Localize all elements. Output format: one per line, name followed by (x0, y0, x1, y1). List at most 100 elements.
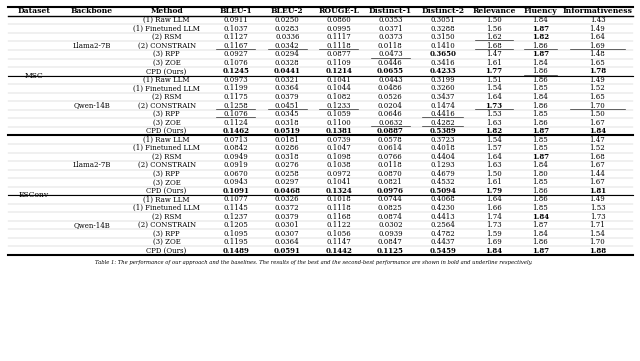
Text: (2) RSM: (2) RSM (152, 153, 181, 161)
Text: 0.0939: 0.0939 (378, 230, 403, 238)
Text: 1.86: 1.86 (532, 101, 548, 109)
Text: 0.0877: 0.0877 (326, 50, 351, 58)
Text: 0.0468: 0.0468 (274, 187, 301, 195)
Text: (3) ZOE: (3) ZOE (153, 119, 180, 127)
Text: 1.84: 1.84 (589, 127, 606, 135)
Text: 0.0364: 0.0364 (275, 238, 300, 246)
Text: 0.1047: 0.1047 (326, 144, 351, 152)
Text: 0.0446: 0.0446 (378, 59, 403, 67)
Text: 1.61: 1.61 (486, 59, 502, 67)
Text: (2) CONSTRAIN: (2) CONSTRAIN (138, 161, 196, 169)
Text: 0.0887: 0.0887 (377, 127, 404, 135)
Text: 1.54: 1.54 (486, 136, 502, 144)
Text: 0.0276: 0.0276 (275, 161, 300, 169)
Text: BLEU-2: BLEU-2 (271, 7, 303, 15)
Text: (1) Finetuned LLM: (1) Finetuned LLM (133, 144, 200, 152)
Text: 0.0578: 0.0578 (378, 136, 403, 144)
Text: 1.84: 1.84 (532, 161, 548, 169)
Text: 0.0181: 0.0181 (275, 136, 300, 144)
Text: 1.87: 1.87 (532, 25, 549, 33)
Text: 0.4413: 0.4413 (430, 213, 455, 221)
Text: 0.3288: 0.3288 (430, 25, 455, 33)
Text: 0.0943: 0.0943 (223, 178, 248, 186)
Text: 0.1245: 0.1245 (222, 68, 249, 75)
Text: (3) ZOE: (3) ZOE (153, 238, 180, 246)
Text: 0.0614: 0.0614 (378, 144, 403, 152)
Text: 0.0342: 0.0342 (275, 42, 300, 50)
Text: 1.86: 1.86 (532, 76, 548, 84)
Text: 0.1474: 0.1474 (430, 101, 455, 109)
Text: 0.0443: 0.0443 (378, 76, 403, 84)
Text: 0.0326: 0.0326 (275, 196, 300, 204)
Text: 0.0118: 0.0118 (378, 161, 403, 169)
Text: 0.0473: 0.0473 (378, 50, 403, 58)
Text: BLEU-1: BLEU-1 (220, 7, 252, 15)
Text: 1.85: 1.85 (532, 110, 548, 118)
Text: ESConv: ESConv (19, 191, 49, 199)
Text: 1.64: 1.64 (486, 153, 502, 161)
Text: (2) RSM: (2) RSM (152, 33, 181, 41)
Text: 1.63: 1.63 (486, 161, 502, 169)
Text: 0.1324: 0.1324 (326, 187, 352, 195)
Text: 0.1175: 0.1175 (223, 93, 248, 101)
Text: 0.3437: 0.3437 (430, 93, 455, 101)
Text: Dataset: Dataset (18, 7, 51, 15)
Text: 1.87: 1.87 (532, 50, 549, 58)
Text: (2) RSM: (2) RSM (152, 93, 181, 101)
Text: 0.4437: 0.4437 (430, 238, 455, 246)
Text: 1.88: 1.88 (589, 247, 606, 255)
Text: 0.1195: 0.1195 (223, 238, 248, 246)
Text: 1.56: 1.56 (486, 25, 502, 33)
Text: 0.0739: 0.0739 (326, 136, 351, 144)
Text: 0.0301: 0.0301 (275, 221, 300, 229)
Text: 0.1059: 0.1059 (326, 110, 351, 118)
Text: 0.1100: 0.1100 (326, 119, 351, 127)
Text: 0.0204: 0.0204 (378, 101, 403, 109)
Text: 0.0302: 0.0302 (378, 221, 403, 229)
Text: 1.65: 1.65 (589, 59, 605, 67)
Text: 0.0441: 0.0441 (274, 68, 301, 75)
Text: 0.0655: 0.0655 (377, 68, 404, 75)
Text: 0.0379: 0.0379 (275, 213, 300, 221)
Text: 0.1214: 0.1214 (325, 68, 352, 75)
Text: 0.1124: 0.1124 (223, 119, 248, 127)
Text: Qwen-14B: Qwen-14B (74, 101, 110, 109)
Text: 0.0842: 0.0842 (223, 144, 248, 152)
Text: 0.3199: 0.3199 (430, 76, 455, 84)
Text: 1.87: 1.87 (532, 247, 549, 255)
Text: 1.85: 1.85 (532, 136, 548, 144)
Text: 1.54: 1.54 (589, 230, 605, 238)
Text: 0.0283: 0.0283 (275, 25, 300, 33)
Text: 0.0451: 0.0451 (275, 101, 300, 109)
Text: 0.1147: 0.1147 (326, 238, 351, 246)
Text: ROUGE-L: ROUGE-L (318, 7, 359, 15)
Text: 1.69: 1.69 (486, 238, 502, 246)
Text: 1.86: 1.86 (532, 119, 548, 127)
Text: (1) Finetuned LLM: (1) Finetuned LLM (133, 25, 200, 33)
Text: 0.0286: 0.0286 (275, 144, 300, 152)
Text: 0.0995: 0.0995 (326, 25, 351, 33)
Text: 0.1098: 0.1098 (326, 153, 351, 161)
Text: MSC: MSC (25, 71, 44, 80)
Text: 1.69: 1.69 (589, 42, 605, 50)
Text: 0.4282: 0.4282 (430, 119, 455, 127)
Text: 0.1077: 0.1077 (223, 196, 248, 204)
Text: 0.0972: 0.0972 (326, 170, 351, 178)
Text: Distinct-2: Distinct-2 (421, 7, 464, 15)
Text: (2) CONSTRAIN: (2) CONSTRAIN (138, 221, 196, 229)
Text: 0.0870: 0.0870 (378, 170, 403, 178)
Text: 1.70: 1.70 (589, 238, 605, 246)
Text: 1.80: 1.80 (532, 170, 548, 178)
Text: 0.0646: 0.0646 (378, 110, 403, 118)
Text: Llama2-7B: Llama2-7B (73, 161, 111, 169)
Text: 0.0250: 0.0250 (275, 16, 300, 24)
Text: 0.1018: 0.1018 (326, 196, 351, 204)
Text: 1.64: 1.64 (589, 33, 605, 41)
Text: 0.0713: 0.0713 (223, 136, 248, 144)
Text: Method: Method (150, 7, 183, 15)
Text: 1.64: 1.64 (486, 93, 502, 101)
Text: 1.64: 1.64 (486, 196, 502, 204)
Text: CPD (Ours): CPD (Ours) (147, 127, 187, 135)
Text: 0.1044: 0.1044 (326, 84, 351, 92)
Text: 1.86: 1.86 (532, 196, 548, 204)
